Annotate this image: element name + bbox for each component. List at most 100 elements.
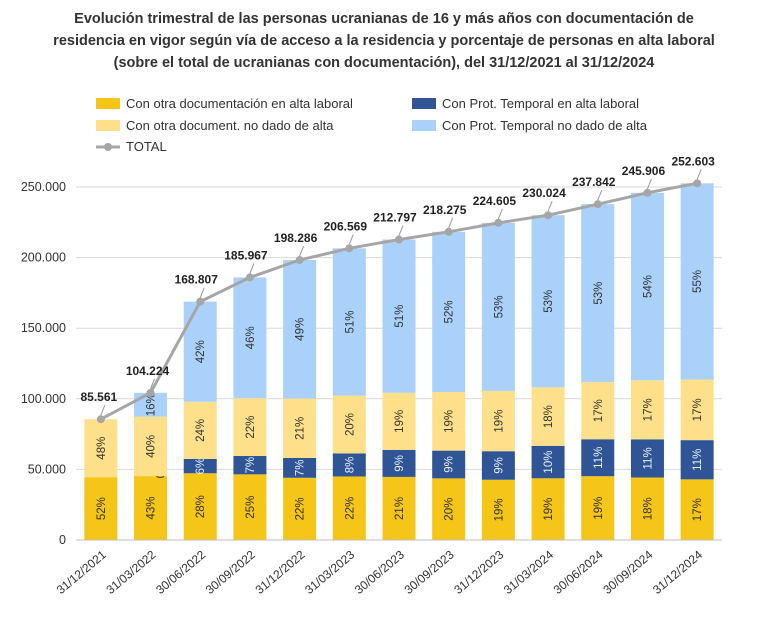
x-tick-label: 30/06/2022 [153,547,208,597]
total-label: 252.603 [671,154,715,168]
legend: Con otra documentación en alta laboral Co… [96,96,648,154]
total-label: 224.605 [473,194,517,208]
pct-label: 16% [146,393,158,416]
y-tick-label: 100.000 [21,392,66,406]
bar-segment [382,392,416,450]
bar-segment [531,215,565,388]
pct-label: 11% [692,449,704,471]
bar-segment [531,387,565,446]
bar-segment [382,449,416,477]
leader-line [100,405,106,416]
pct-label: 53% [493,295,505,318]
bar-segment [283,398,317,458]
bar-segment [233,474,267,540]
y-tick-label: 50.000 [28,462,66,476]
pct-label: 25% [245,496,257,519]
bar-segment [581,439,615,477]
bar-segment [233,455,267,475]
x-tick-label: 31/03/2023 [302,547,357,597]
pct-label: 42% [195,340,207,363]
total-label: 198.286 [274,231,318,245]
pct-label: 20% [444,498,456,521]
legend-label: Con Prot. Temporal en alta laboral [442,96,639,111]
x-tick-label: 31/12/2024 [650,547,705,597]
pct-label: 54% [642,275,654,298]
total-marker [295,256,304,265]
bar-segment [432,478,466,540]
leader-line [448,217,454,228]
total-marker [593,200,602,209]
bar-segment [183,301,217,402]
pct-label: 28% [195,495,207,518]
x-tick-label: 31/03/2024 [501,547,556,597]
bar-segment [283,457,317,478]
pct-label: 51% [394,305,406,328]
bar-segment [233,398,267,456]
pct-label: 46% [245,326,257,349]
pct-label: 43% [146,497,158,520]
pct-label: 40% [146,435,158,458]
leader-line [646,178,652,189]
total-marker [245,273,254,282]
x-tick-label: 30/09/2024 [600,547,655,597]
total-label: 237.842 [572,175,616,189]
leader-line [497,208,503,220]
x-tick-label: 31/12/2022 [253,547,308,597]
total-label: 206.569 [324,219,368,233]
total-label: 104.224 [126,364,170,378]
leader-line [348,234,354,245]
bar-segment [84,419,118,478]
bar-segment [332,248,366,396]
pct-label: 8% [344,457,356,474]
pct-label: 18% [642,497,654,520]
pct-label: 19% [394,410,406,433]
pct-label: 17% [593,399,605,422]
leader-line [597,189,603,201]
pct-label: 21% [295,417,307,440]
legend-label: Con otra document. no dado de alta [126,118,334,133]
total-marker [544,211,553,220]
total-marker [345,244,354,253]
y-tick-label: 150.000 [21,321,66,335]
y-tick-label: 200.000 [21,251,66,265]
total-marker [494,218,503,227]
y-tick-label: 0 [59,533,66,547]
pct-label: 19% [543,498,555,521]
pct-label: 9% [444,456,456,473]
pct-label: 52% [96,497,108,520]
pct-label: 52% [444,300,456,323]
total-marker [395,235,403,244]
leader-line [299,245,305,257]
pct-label: 48% [96,437,108,460]
bar-segment [481,479,515,540]
x-tick-label: 30/06/2024 [551,547,606,597]
legend-swatch [96,98,120,109]
legend-label: Con Prot. Temporal no dado de alta [442,118,648,133]
leader-line [398,225,404,236]
bar-segment [581,204,615,383]
pct-label: 22% [295,497,307,520]
bar-segment [581,382,615,440]
x-tick-label: 30/09/2023 [402,547,457,597]
pct-label: 10% [543,451,555,474]
leader-line [696,169,702,180]
pct-label: 19% [493,498,505,521]
total-label: 185.967 [224,248,268,262]
bar-segment [481,390,515,452]
total-label: 218.275 [423,203,467,217]
total-marker [693,179,702,188]
y-tick-label: 250.000 [21,180,66,194]
leader-line [150,378,156,390]
total-label: 212.797 [373,211,417,225]
legend-label: Con otra documentación en alta laboral [126,96,353,111]
total-marker [444,227,453,236]
bar-segment [134,416,168,477]
legend-swatch [96,120,120,131]
bar-segment [630,192,664,381]
x-tick-label: 30/06/2023 [352,547,407,597]
bar-segment [134,476,168,540]
pct-label: 11% [593,447,605,469]
pct-label: 7% [295,460,307,477]
bar-segment [382,476,416,540]
pct-label: 18% [543,405,555,428]
